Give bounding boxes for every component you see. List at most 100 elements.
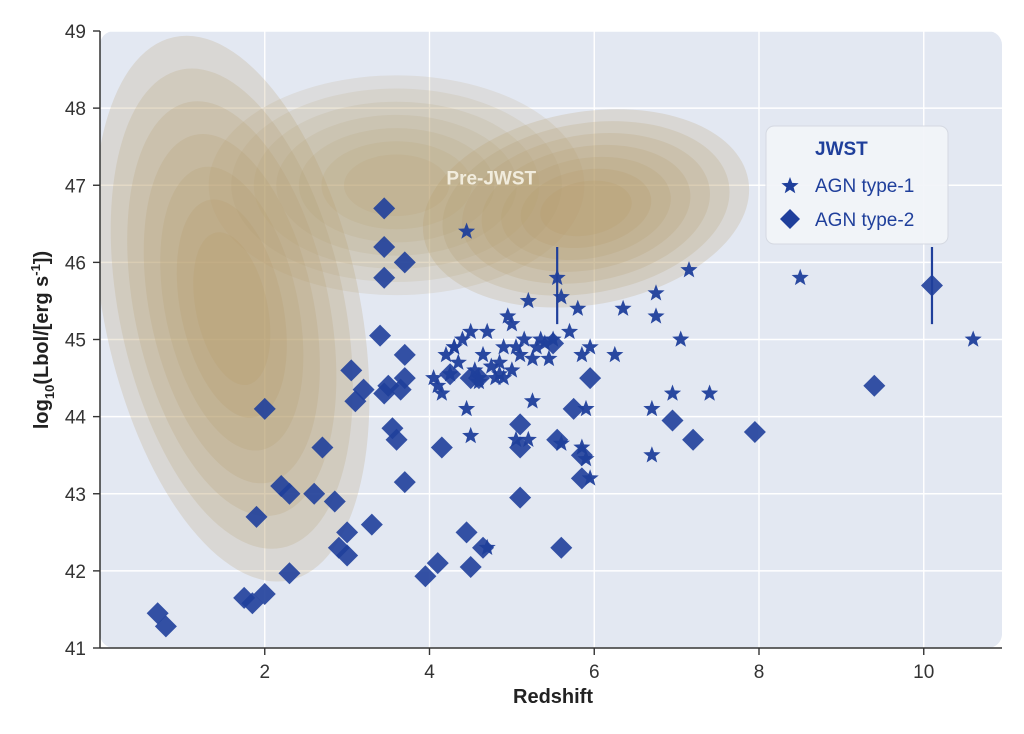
- agn-type-2-point: [340, 359, 363, 382]
- agn-type-1-point: [433, 384, 451, 401]
- x-tick-label: 10: [913, 662, 934, 683]
- agn-type-1-point: [478, 322, 496, 340]
- agn-type-2-point: [393, 251, 416, 274]
- agn-type-2-point: [562, 397, 585, 420]
- agn-type-2-point: [459, 556, 482, 579]
- legend-star-icon: [781, 177, 799, 194]
- agn-type-1-point: [519, 430, 537, 447]
- agn-type-1-point: [643, 446, 661, 463]
- agn-type-2-point: [352, 378, 375, 401]
- contour-level: [127, 101, 337, 517]
- agn-type-1-point: [495, 338, 513, 355]
- agn-type-2-point: [323, 490, 346, 513]
- agn-type-2-point: [455, 521, 478, 544]
- agn-type-2-point: [426, 552, 449, 575]
- agn-type-1-point: [515, 330, 533, 347]
- contour-level: [143, 134, 320, 484]
- agn-type-1-point: [462, 322, 480, 340]
- agn-type-1-point: [573, 345, 591, 363]
- agn-type-2-point: [336, 521, 359, 544]
- contour-level: [276, 114, 517, 256]
- agn-type-1-point: [552, 434, 570, 451]
- contour-level: [298, 128, 495, 243]
- agn-type-1-point: [441, 365, 459, 382]
- agn-type-1-point: [581, 338, 599, 355]
- agn-type-1-point: [552, 288, 570, 305]
- agn-type-2-point: [369, 324, 392, 347]
- agn-type-2-point: [154, 615, 177, 638]
- agn-type-1-point: [577, 450, 595, 467]
- agn-type-2-point: [550, 536, 573, 559]
- contour-level: [100, 35, 370, 582]
- agn-type-1-point: [449, 353, 467, 370]
- contour-level: [193, 232, 271, 386]
- agn-type-2-point: [393, 471, 416, 494]
- agn-type-1-point: [507, 430, 525, 447]
- agn-type-1-point: [523, 349, 541, 367]
- agn-type-1-point: [458, 222, 476, 239]
- y-ticks: 41 42 43 44 45 46 47 48 49: [65, 22, 100, 660]
- agn-type-2-point: [393, 343, 416, 366]
- agn-type-2-point: [414, 565, 437, 588]
- agn-type-1-point: [569, 299, 587, 316]
- agn-type-1-point: [643, 399, 661, 417]
- legend-title: JWST: [815, 139, 868, 160]
- agn-type-1-point: [573, 438, 591, 455]
- agn-type-1-point: [606, 345, 624, 363]
- y-tick-label: 48: [65, 99, 86, 120]
- contour-level: [462, 133, 710, 284]
- agn-type-1-point: [482, 357, 500, 374]
- agn-type-2-point: [336, 544, 359, 567]
- agn-type-2-point: [253, 583, 276, 606]
- agn-type-2-point: [245, 505, 268, 528]
- y-tick-label: 41: [65, 639, 86, 660]
- agn-type-1-point: [474, 345, 492, 363]
- agn-type-1-point: [577, 399, 595, 417]
- y-tick-label: 49: [65, 22, 86, 43]
- agn-type-1-point: [680, 261, 698, 278]
- agn-type-1-point: [581, 469, 599, 486]
- legend-entry-agn-type-2: AGN type-2: [815, 210, 914, 231]
- agn-type-1-point: [503, 315, 521, 332]
- contour-level: [343, 154, 450, 217]
- legend: JWST AGN type-1 AGN type-2: [765, 125, 949, 245]
- y-tick-label: 46: [65, 253, 86, 274]
- contour-level: [321, 141, 472, 230]
- agn-type-1-point: [663, 384, 682, 401]
- contour-level: [520, 168, 652, 249]
- y-tick-label: 45: [65, 331, 86, 352]
- pre-jwst-label: Pre-JWST: [446, 169, 536, 190]
- agn-type-1-point: [532, 330, 550, 347]
- y-tick-label: 44: [65, 408, 87, 429]
- series-agn-type-1: [425, 222, 982, 555]
- agn-type-2-point: [303, 482, 326, 505]
- agn-type-1-point: [458, 399, 476, 417]
- contour-level: [160, 166, 304, 451]
- agn-type-1-point: [511, 345, 529, 363]
- contour-level: [231, 88, 562, 282]
- series-agn-type-2: [146, 197, 943, 638]
- y-axis-title-sup: -1: [28, 264, 43, 276]
- agn-type-1-point: [507, 338, 525, 355]
- agn-type-2-point: [393, 367, 416, 390]
- agn-type-1-point: [647, 307, 665, 324]
- y-axis-title: log10(Lbol/[erg s-1]): [28, 251, 57, 429]
- x-ticks: 2 4 6 8 10: [259, 648, 934, 683]
- y-axis-title-end: ]): [31, 251, 53, 264]
- agn-type-1-point: [466, 361, 484, 378]
- y-tick-label: 47: [65, 176, 86, 197]
- agn-type-1-point: [523, 392, 541, 409]
- agn-type-1-point: [445, 338, 463, 355]
- agn-type-2-point: [253, 397, 276, 420]
- agn-type-1-point: [701, 384, 719, 401]
- agn-type-2-point: [661, 409, 684, 432]
- contour-level: [540, 180, 632, 237]
- y-axis-title-sub: 10: [42, 385, 57, 399]
- contour-level: [208, 75, 585, 296]
- x-tick-label: 8: [754, 662, 765, 683]
- agn-type-2-point: [743, 421, 766, 444]
- agn-type-1-point: [495, 369, 513, 386]
- agn-type-1-point: [462, 426, 480, 444]
- agn-type-2-point: [863, 374, 886, 397]
